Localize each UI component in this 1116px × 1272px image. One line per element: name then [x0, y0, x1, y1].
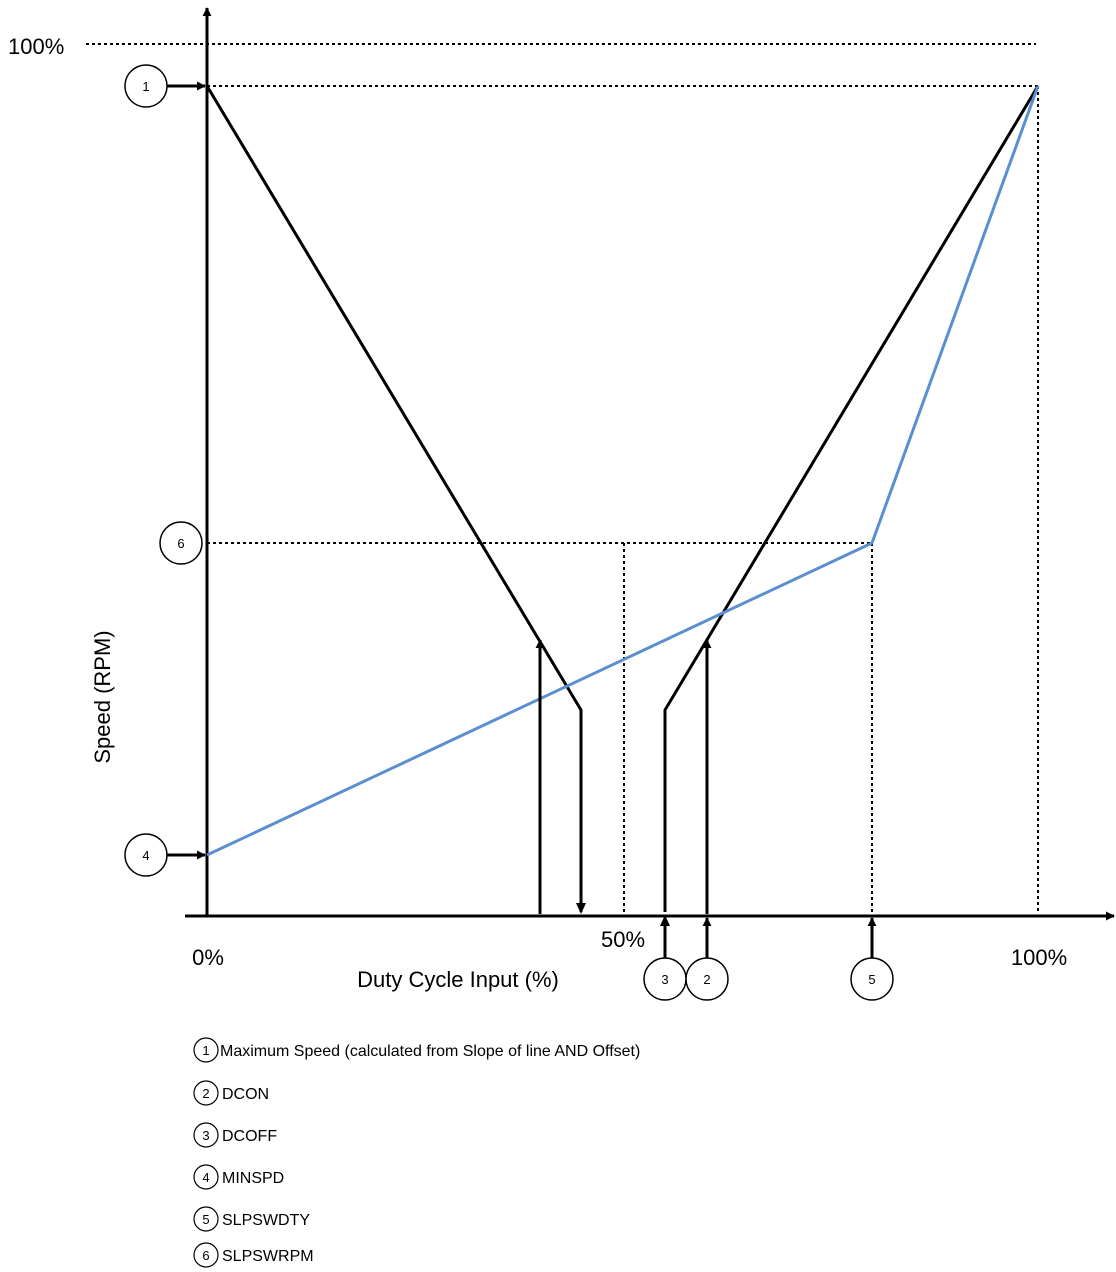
sleep-profile-line — [206, 85, 1040, 857]
svg-text:1: 1 — [202, 1043, 209, 1058]
legend-label: DCON — [222, 1086, 269, 1103]
svg-text:3: 3 — [202, 1128, 209, 1143]
dotted-guides — [86, 43, 1039, 914]
marker-2: 2 — [685, 957, 729, 1001]
legend-label: SLPSWDTY — [222, 1212, 310, 1229]
marker-5: 5 — [850, 957, 894, 1001]
y-axis-title: Speed (RPM) — [90, 630, 115, 763]
svg-text:5: 5 — [868, 972, 875, 987]
svg-text:2: 2 — [703, 972, 710, 987]
marker-1: 1 — [124, 64, 168, 108]
y-top-label: 100% — [8, 34, 64, 59]
increasing-profile-line — [663, 85, 1040, 912]
legend-label: DCOFF — [222, 1128, 277, 1145]
marker-arrows — [167, 81, 877, 958]
legend-item: 3 DCOFF — [193, 1122, 277, 1148]
marker-6: 6 — [159, 521, 203, 565]
svg-text:4: 4 — [142, 848, 149, 863]
svg-text:6: 6 — [177, 536, 184, 551]
decreasing-profile-line — [205, 85, 583, 912]
svg-text:1: 1 — [142, 79, 149, 94]
plot-arrows — [535, 639, 712, 914]
x-axis-title: Duty Cycle Input (%) — [357, 967, 559, 992]
marker-4: 4 — [124, 833, 168, 877]
legend-label: Maximum Speed (calculated from Slope of … — [220, 1043, 640, 1060]
arrow-down-dcoff-head — [576, 903, 586, 914]
x-full-label: 100% — [1011, 945, 1067, 970]
legend-item: 1 Maximum Speed (calculated from Slope o… — [193, 1037, 640, 1063]
legend: 1 Maximum Speed (calculated from Slope o… — [193, 1037, 640, 1268]
legend-item: 6 SLPSWRPM — [193, 1242, 314, 1268]
profile-lines — [205, 85, 1040, 912]
legend-label: SLPSWRPM — [222, 1248, 314, 1265]
legend-item: 5 SLPSWDTY — [193, 1206, 310, 1232]
legend-item: 4 MINSPD — [193, 1164, 284, 1190]
svg-text:5: 5 — [202, 1212, 209, 1227]
x-zero-label: 0% — [192, 945, 224, 970]
svg-text:4: 4 — [202, 1170, 209, 1185]
x-mid-label: 50% — [601, 927, 645, 952]
marker-3: 3 — [643, 957, 687, 1001]
legend-item: 2 DCON — [193, 1080, 269, 1106]
svg-text:6: 6 — [202, 1248, 209, 1263]
legend-label: MINSPD — [222, 1170, 284, 1187]
svg-text:2: 2 — [202, 1086, 209, 1101]
svg-text:3: 3 — [661, 972, 668, 987]
